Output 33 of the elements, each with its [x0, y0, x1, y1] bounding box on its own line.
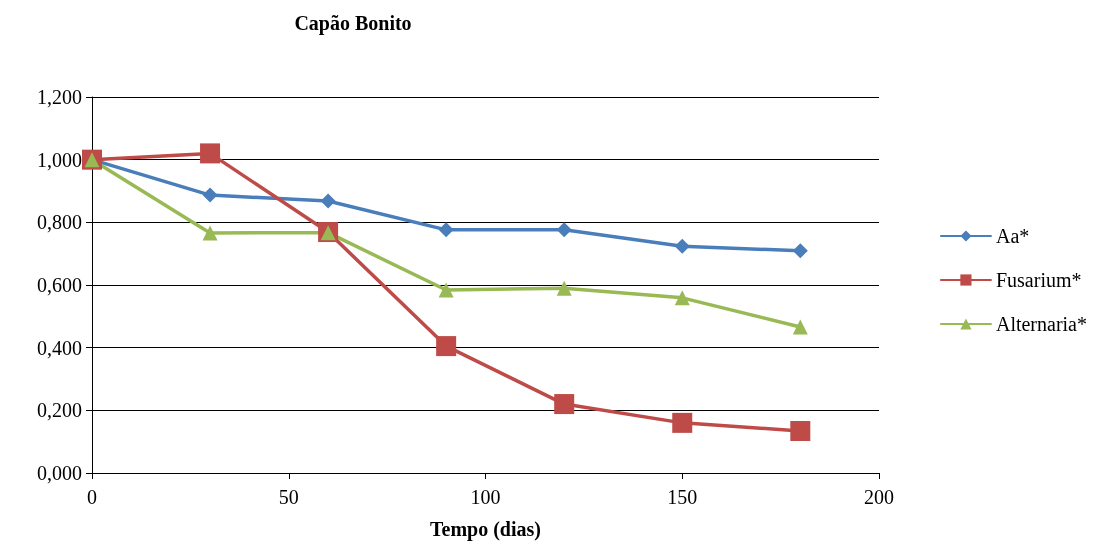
point	[556, 280, 572, 296]
x-tick-label: 150	[667, 486, 698, 508]
point	[200, 143, 221, 164]
point	[438, 222, 454, 238]
point	[672, 412, 693, 433]
x-axis-title: Tempo (dias)	[430, 518, 541, 541]
x-tick-label: 100	[470, 486, 501, 508]
y-tick-label: 0,800	[37, 211, 82, 234]
legend-label: Alternaria*	[995, 313, 1088, 335]
point	[792, 243, 808, 259]
chart-title: Capão Bonito	[294, 12, 412, 35]
point	[438, 282, 454, 298]
y-tick-label: 0,000	[37, 462, 82, 484]
point	[790, 421, 811, 442]
point	[554, 394, 575, 415]
point	[320, 193, 336, 209]
y-tick-label: 0,600	[37, 274, 82, 296]
x-tick-label: 200	[864, 486, 894, 508]
y-tick-label: 1,200	[37, 86, 82, 108]
x-tick-label: 0	[87, 486, 97, 508]
legend-label: Fusarium*	[995, 269, 1082, 291]
point	[436, 336, 457, 357]
point	[556, 222, 572, 238]
point	[674, 290, 690, 306]
y-tick-label: 0,400	[37, 336, 82, 359]
legend-label: Aa*	[995, 225, 1030, 247]
y-tick-label: 0,200	[37, 399, 82, 422]
point	[674, 238, 690, 254]
point	[202, 225, 218, 241]
x-tick-label: 50	[278, 486, 299, 508]
point	[202, 187, 218, 203]
point	[792, 319, 808, 335]
y-tick-label: 1,000	[37, 148, 82, 171]
